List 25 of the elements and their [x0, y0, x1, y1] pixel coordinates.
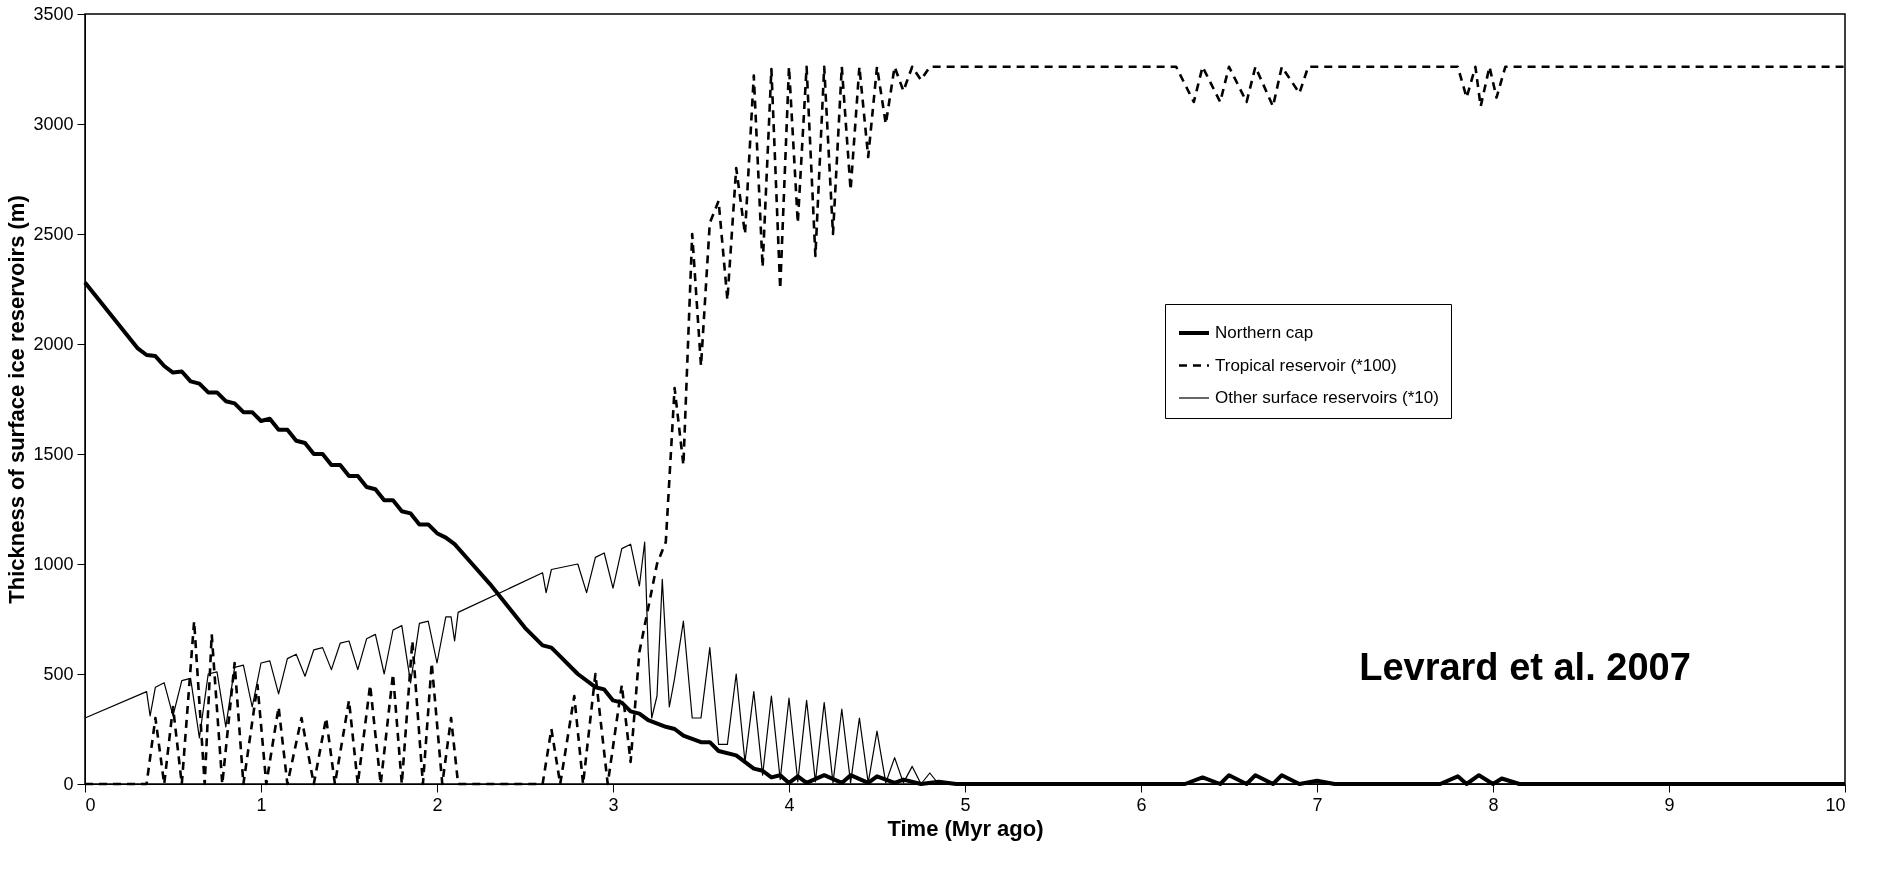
legend-label: Tropical reservoir (*100) — [1215, 355, 1397, 375]
x-tick-label: 7 — [1312, 794, 1323, 815]
y-tick-label: 0 — [63, 773, 74, 794]
y-tick-label: 500 — [43, 663, 74, 684]
y-tick-label: 1500 — [33, 443, 74, 464]
y-tick-label: 2000 — [33, 333, 74, 354]
x-tick-label: 4 — [784, 794, 795, 815]
x-tick-label: 8 — [1488, 794, 1499, 815]
x-tick-label: 9 — [1664, 794, 1675, 815]
y-tick-label: 3500 — [33, 3, 74, 24]
y-axis-title: Thickness of surface ice reservoirs (m) — [4, 195, 30, 604]
y-tick-label: 2500 — [33, 223, 74, 244]
x-tick-label: 10 — [1825, 794, 1846, 815]
legend-label: Northern cap — [1215, 323, 1314, 342]
x-tick-label: 1 — [256, 794, 267, 815]
x-tick-label: 6 — [1136, 794, 1147, 815]
annotation: Levrard et al. 2007 — [1359, 646, 1691, 688]
x-tick-label: 0 — [85, 794, 96, 815]
x-tick-label: 3 — [608, 794, 619, 815]
x-tick-label: 5 — [960, 794, 971, 815]
legend-label: Other surface reservoirs (*10) — [1215, 388, 1439, 407]
x-tick-label: 2 — [432, 794, 443, 815]
y-tick-label: 3000 — [33, 113, 74, 134]
y-tick-label: 1000 — [33, 553, 74, 574]
x-axis-title: Time (Myr ago) — [887, 815, 1044, 841]
